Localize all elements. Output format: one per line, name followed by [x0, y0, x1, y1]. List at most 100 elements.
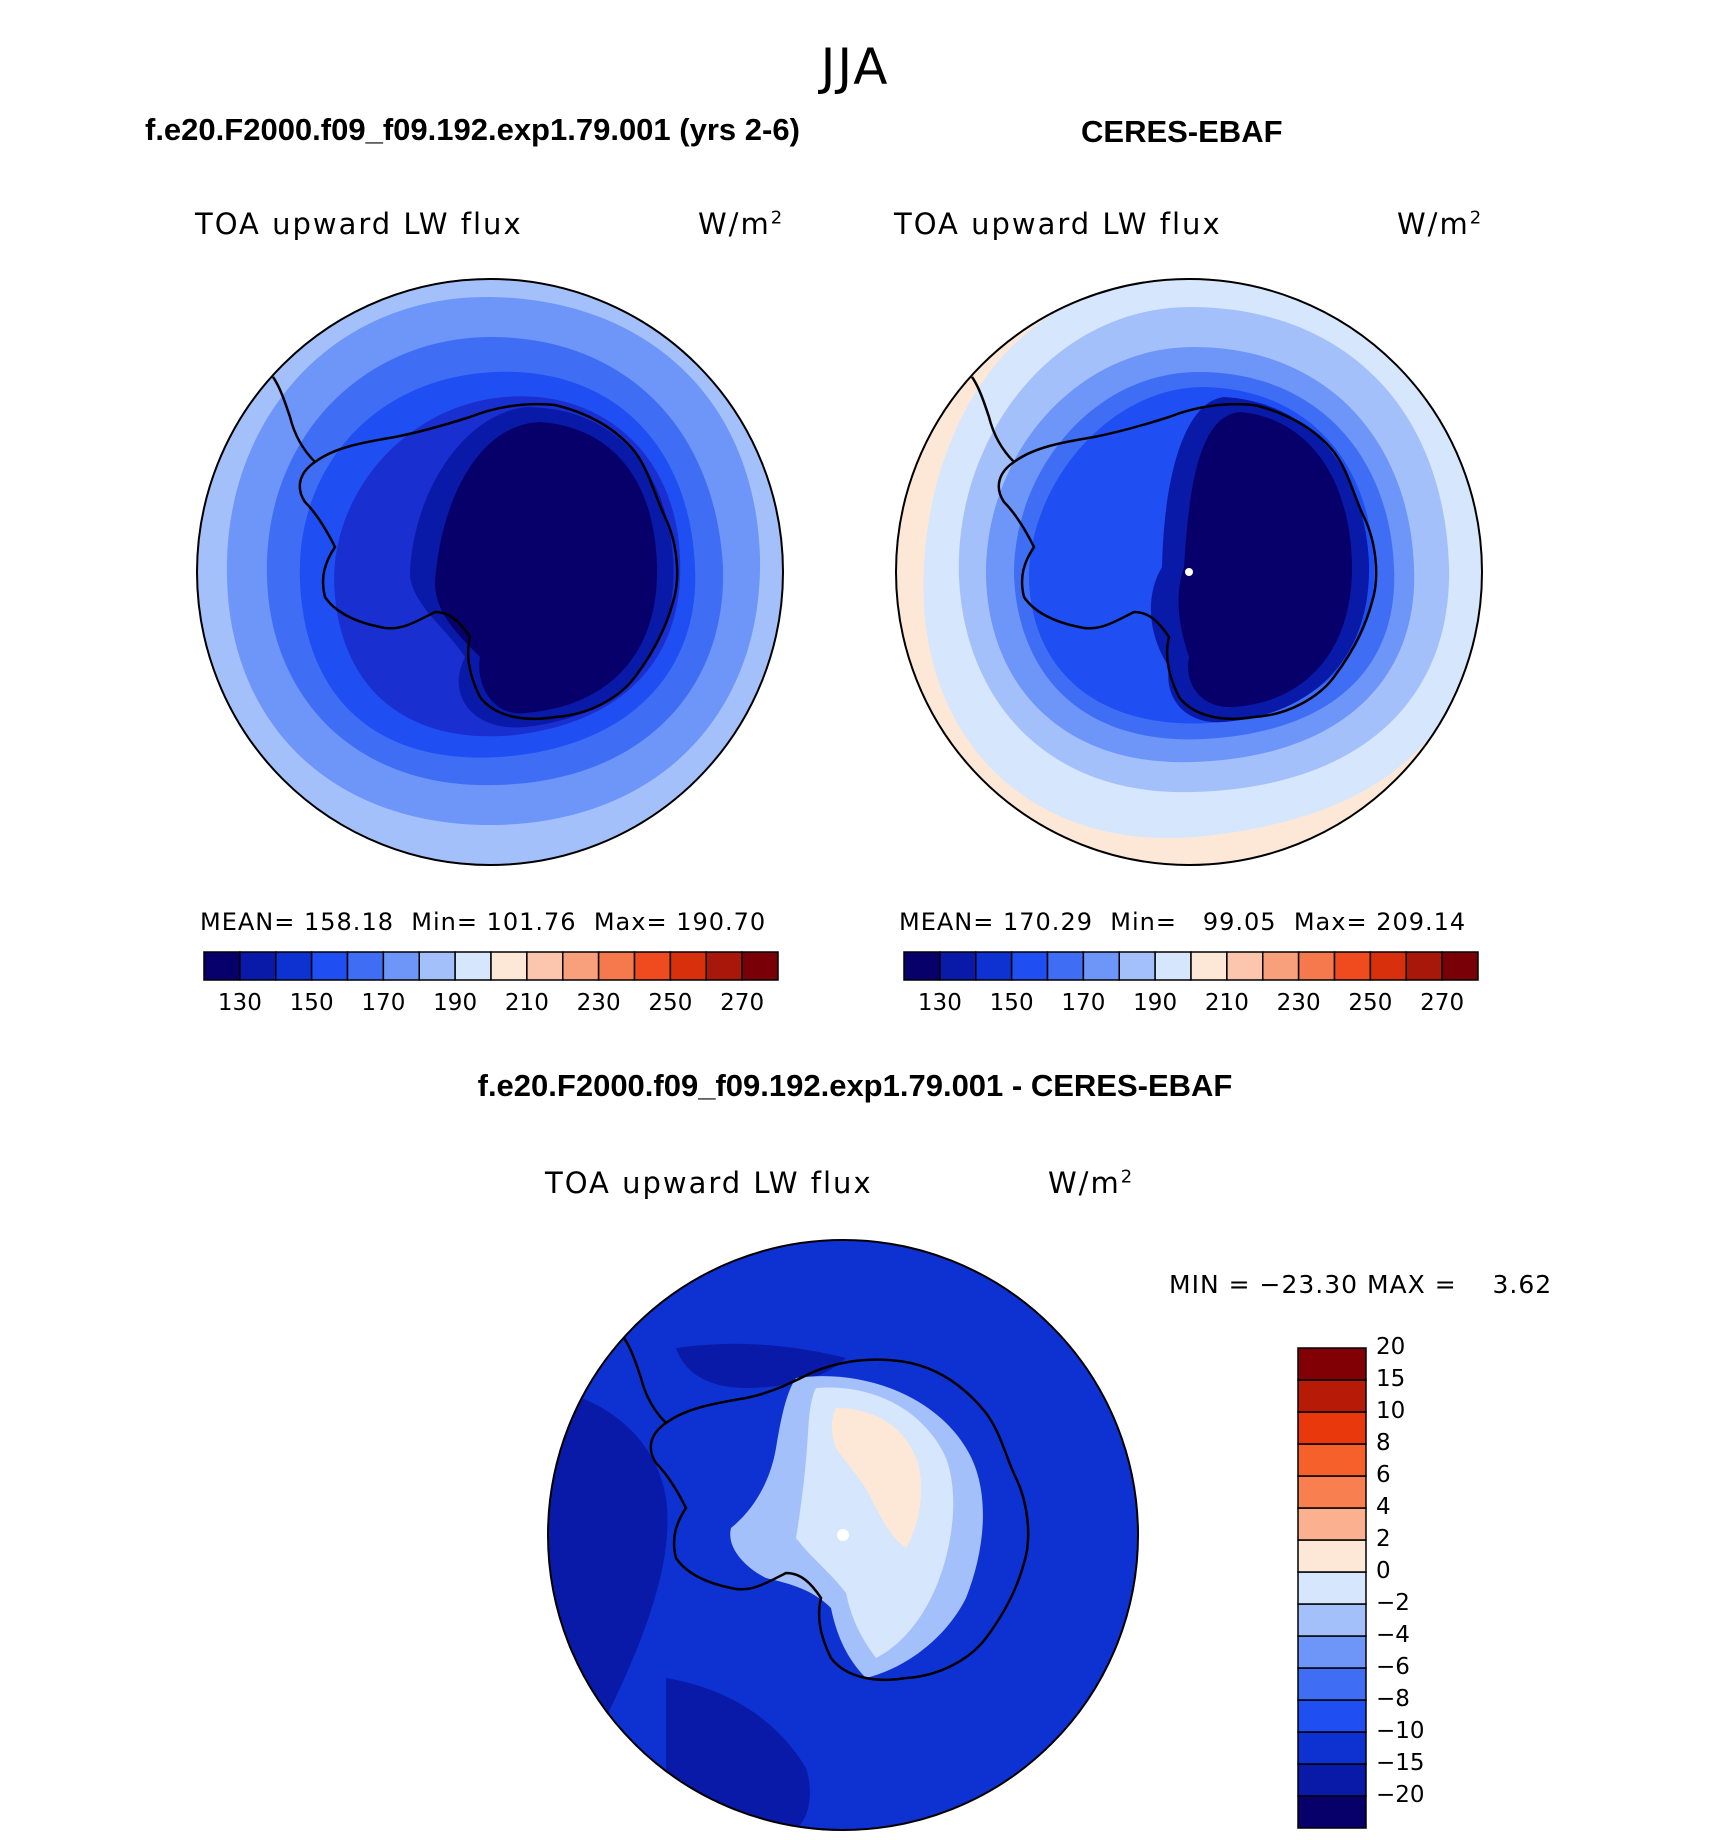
model-colorbar-tick-label: 130 — [217, 990, 262, 1016]
diff-map — [547, 1239, 1139, 1831]
model-colorbar-swatch — [490, 951, 528, 981]
diff-variable-label: TOA upward LW flux — [545, 1166, 873, 1200]
model-colorbar-tick-label: 170 — [361, 990, 406, 1016]
obs-colorbar-swatch — [939, 951, 977, 981]
obs-colorbar-swatch — [1405, 951, 1443, 981]
diff-colorbar — [1297, 1347, 1367, 1829]
obs-peninsula — [970, 376, 1015, 463]
obs-variable-label: TOA upward LW flux — [894, 207, 1222, 241]
diff-colorbar-tick-label: 20 — [1376, 1334, 1406, 1360]
model-coastline — [298, 402, 679, 721]
obs-colorbar-swatch — [1082, 951, 1120, 981]
diff-colorbar-tick-label: 15 — [1376, 1366, 1406, 1392]
diff-colorbar-swatch — [1297, 1635, 1367, 1669]
diff-colorbar-tick-label: −15 — [1376, 1750, 1425, 1776]
diff-colorbar-swatch — [1297, 1443, 1367, 1477]
diff-coastline — [649, 1358, 1030, 1682]
model-colorbar-tick-label: 190 — [433, 990, 478, 1016]
obs-colorbar-swatch — [1369, 951, 1407, 981]
diff-colorbar-swatch — [1297, 1603, 1367, 1637]
model-colorbar-swatch — [346, 951, 385, 981]
obs-coastline — [997, 402, 1378, 721]
obs-units-label: W/m2 — [1397, 207, 1484, 241]
diff-colorbar-swatch — [1297, 1763, 1367, 1797]
model-colorbar-ticks: 130 150 170 190 210 230 250 270 — [204, 990, 778, 1020]
model-colorbar-swatch — [705, 951, 743, 981]
diff-colorbar-tick-label: 6 — [1376, 1462, 1391, 1488]
diff-colorbar-tick-label: −10 — [1376, 1718, 1425, 1744]
model-colorbar — [203, 951, 779, 981]
diff-map-border — [547, 1239, 1139, 1831]
diff-colorbar-ticks: −20 −15 −10 −8 −6 −4 −2 0 2 4 6 8 10 15 20 — [1376, 1334, 1456, 1828]
model-map-border — [196, 278, 784, 866]
season-title: JJA — [820, 38, 890, 96]
model-panel-title: f.e20.F2000.f09_f09.192.exp1.79.001 (yrs… — [145, 112, 800, 147]
obs-colorbar-swatch — [1010, 951, 1049, 981]
diff-colorbar-tick-label: −20 — [1376, 1782, 1425, 1808]
diff-panel-title: f.e20.F2000.f09_f09.192.exp1.79.001 - CE… — [477, 1068, 1233, 1103]
diff-colorbar-tick-label: −2 — [1376, 1590, 1410, 1616]
model-colorbar-tick-label: 150 — [289, 990, 334, 1016]
model-colorbar-tick-label: 250 — [648, 990, 693, 1016]
model-colorbar-tick-label: 230 — [576, 990, 621, 1016]
obs-colorbar-ticks: 130 150 170 190 210 230 250 270 — [904, 990, 1478, 1020]
diff-colorbar-swatch — [1297, 1731, 1367, 1765]
diff-colorbar-tick-label: −4 — [1376, 1622, 1410, 1648]
obs-colorbar-swatch — [1297, 951, 1336, 981]
model-map — [196, 278, 784, 866]
obs-colorbar-swatch — [1154, 951, 1192, 981]
diff-pole-marker — [837, 1529, 849, 1541]
obs-map-border — [895, 278, 1483, 866]
obs-colorbar-swatch — [1262, 951, 1300, 981]
diff-colorbar-tick-label: 2 — [1376, 1526, 1391, 1552]
model-colorbar-swatch — [597, 951, 636, 981]
diff-colorbar-swatch — [1297, 1475, 1367, 1509]
diff-colorbar-tick-label: 10 — [1376, 1398, 1406, 1424]
diff-ice-warm — [831, 1408, 922, 1548]
model-colorbar-tick-label: 210 — [504, 990, 549, 1016]
obs-colorbar-swatch — [1333, 951, 1372, 981]
obs-panel-title: CERES-EBAF — [1081, 114, 1283, 149]
diff-colorbar-tick-label: 8 — [1376, 1430, 1391, 1456]
model-colorbar-swatch — [633, 951, 672, 981]
model-peninsula — [271, 376, 316, 463]
model-colorbar-swatch — [203, 951, 241, 981]
model-contour-lowest — [435, 422, 658, 714]
diff-colorbar-tick-label: 0 — [1376, 1558, 1391, 1584]
diff-stats: MIN = −23.30 MAX = 3.62 — [1169, 1270, 1553, 1299]
obs-colorbar-swatch — [1441, 951, 1479, 981]
model-colorbar-swatch — [741, 951, 779, 981]
obs-contour-lowest — [1178, 412, 1353, 708]
diff-colorbar-swatch — [1297, 1795, 1367, 1829]
obs-colorbar-tick-label: 250 — [1348, 990, 1393, 1016]
diff-units-label: W/m2 — [1048, 1166, 1135, 1200]
obs-colorbar-swatch — [1046, 951, 1085, 981]
obs-map — [895, 278, 1483, 866]
diff-colorbar-tick-label: −6 — [1376, 1654, 1410, 1680]
diff-colorbar-tick-label: 4 — [1376, 1494, 1391, 1520]
model-colorbar-tick-label: 270 — [720, 990, 765, 1016]
obs-colorbar-tick-label: 210 — [1204, 990, 1249, 1016]
diff-colorbar-tick-label: −8 — [1376, 1686, 1410, 1712]
diff-colorbar-swatch — [1297, 1667, 1367, 1701]
obs-colorbar-tick-label: 150 — [989, 990, 1034, 1016]
model-stats: MEAN= 158.18 Min= 101.76 Max= 190.70 — [200, 908, 767, 936]
model-colorbar-swatch — [669, 951, 707, 981]
diff-peninsula — [622, 1337, 667, 1424]
diff-colorbar-swatch — [1297, 1507, 1367, 1541]
obs-colorbar-swatch — [1118, 951, 1156, 981]
model-colorbar-swatch — [275, 951, 313, 981]
obs-colorbar-swatch — [903, 951, 941, 981]
obs-colorbar-tick-label: 230 — [1276, 990, 1321, 1016]
diff-colorbar-swatch — [1297, 1347, 1367, 1381]
diff-colorbar-swatch — [1297, 1411, 1367, 1445]
obs-colorbar-swatch — [1190, 951, 1228, 981]
model-colorbar-swatch — [526, 951, 564, 981]
diff-colorbar-swatch — [1297, 1539, 1367, 1573]
obs-colorbar-swatch — [1226, 951, 1264, 981]
obs-pole-marker — [1185, 568, 1193, 576]
diff-colorbar-swatch — [1297, 1699, 1367, 1733]
model-colorbar-swatch — [310, 951, 349, 981]
model-variable-label: TOA upward LW flux — [195, 207, 523, 241]
diff-colorbar-swatch — [1297, 1571, 1367, 1605]
